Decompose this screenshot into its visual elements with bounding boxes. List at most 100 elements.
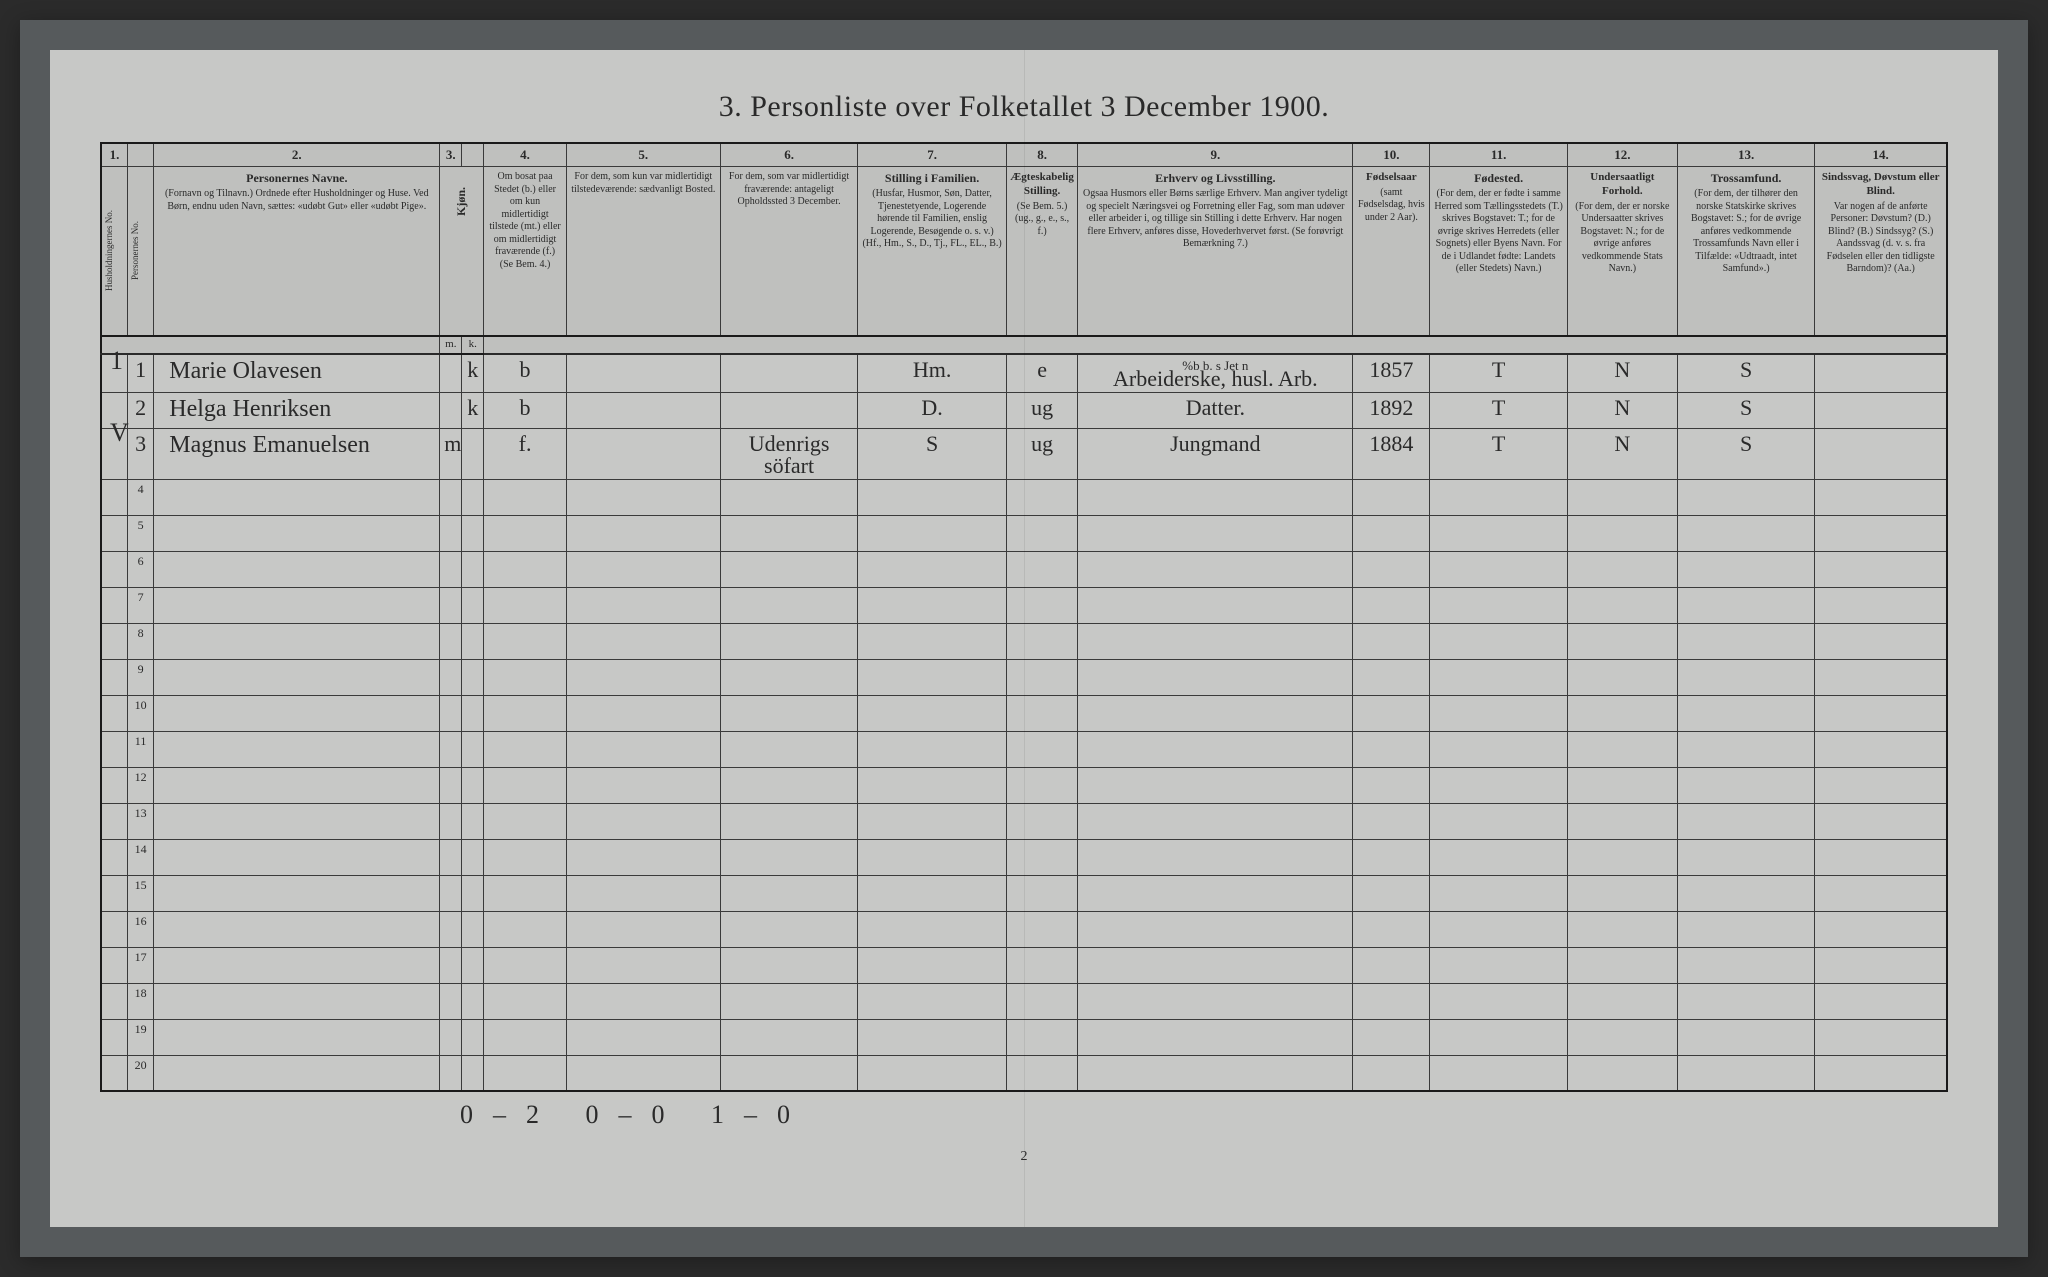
- cell-empty: [1430, 875, 1568, 911]
- cell-empty: 14: [127, 839, 153, 875]
- cell-empty: [1353, 1019, 1430, 1055]
- cell-empty: [1815, 1019, 1947, 1055]
- cell-empty: [1815, 623, 1947, 659]
- cell-empty: [1567, 983, 1677, 1019]
- cell-c12: N: [1567, 428, 1677, 479]
- header-c14: Sindssvag, Døvstum eller Blind. Var noge…: [1815, 167, 1947, 337]
- cell-empty: [1006, 875, 1078, 911]
- cell-empty: [1078, 839, 1353, 875]
- page-number: 2: [1021, 1149, 1028, 1165]
- cell-empty: [1078, 587, 1353, 623]
- header-c4: Om bosat paa Stedet (b.) eller om kun mi…: [484, 167, 567, 337]
- cell-empty: [1567, 875, 1677, 911]
- cell-empty: [154, 623, 440, 659]
- cell-empty: [101, 479, 127, 515]
- header-c5: For dem, som kun var midlertidigt tilste…: [566, 167, 720, 337]
- cell-empty: [1815, 731, 1947, 767]
- cell-empty: [858, 731, 1007, 767]
- cell-empty: 16: [127, 911, 153, 947]
- cell-c8: ug: [1006, 392, 1078, 428]
- col-num: 1.: [101, 143, 127, 167]
- cell-empty: 5: [127, 515, 153, 551]
- cell-empty: [1006, 515, 1078, 551]
- cell-empty: [101, 839, 127, 875]
- cell-empty: [101, 1055, 127, 1091]
- cell-empty: [1677, 695, 1815, 731]
- cell-empty: [1430, 1019, 1568, 1055]
- cell-empty: [484, 659, 567, 695]
- cell-empty: 7: [127, 587, 153, 623]
- cell-empty: [858, 767, 1007, 803]
- cell-empty: [1677, 983, 1815, 1019]
- cell-c14: [1815, 428, 1947, 479]
- cell-c5: [566, 392, 720, 428]
- cell-empty: [1567, 623, 1677, 659]
- cell-empty: [462, 911, 484, 947]
- cell-c9: %b b. s Jet nArbeiderske, husl. Arb.: [1078, 354, 1353, 393]
- cell-empty: [720, 947, 858, 983]
- cell-empty: [720, 911, 858, 947]
- cell-empty: [154, 479, 440, 515]
- cell-m: [440, 392, 462, 428]
- cell-empty: [1677, 731, 1815, 767]
- header-c12: Undersaatligt Forhold. (For dem, der er …: [1567, 167, 1677, 337]
- cell-empty: [720, 623, 858, 659]
- cell-empty: [101, 803, 127, 839]
- col-num: 14.: [1815, 143, 1947, 167]
- cell-name: Helga Henriksen: [154, 392, 440, 428]
- cell-empty: [1078, 1019, 1353, 1055]
- cell-empty: [858, 875, 1007, 911]
- cell-empty: [154, 947, 440, 983]
- cell-empty: [1353, 911, 1430, 947]
- cell-empty: [484, 515, 567, 551]
- cell-empty: [1430, 983, 1568, 1019]
- col-num: 3.: [440, 143, 462, 167]
- cell-empty: [462, 695, 484, 731]
- cell-c11: T: [1430, 354, 1568, 393]
- cell-empty: [1006, 623, 1078, 659]
- cell-empty: [440, 659, 462, 695]
- cell-empty: [462, 1019, 484, 1055]
- cell-empty: [1353, 515, 1430, 551]
- cell-empty: [566, 1019, 720, 1055]
- cell-empty: [1353, 659, 1430, 695]
- cell-empty: [566, 623, 720, 659]
- cell-k: k: [462, 392, 484, 428]
- cell-empty: [484, 839, 567, 875]
- cell-empty: [462, 767, 484, 803]
- cell-empty: [720, 731, 858, 767]
- cell-empty: [462, 587, 484, 623]
- cell-empty: [1430, 623, 1568, 659]
- cell-empty: [858, 515, 1007, 551]
- cell-k: [462, 428, 484, 479]
- cell-c4: b: [484, 354, 567, 393]
- cell-c4: b: [484, 392, 567, 428]
- cell-empty: 9: [127, 659, 153, 695]
- col-num: 6.: [720, 143, 858, 167]
- cell-empty: [1677, 767, 1815, 803]
- cell-empty: [1815, 551, 1947, 587]
- cell-empty: [1567, 515, 1677, 551]
- cell-k: k: [462, 354, 484, 393]
- cell-empty: 17: [127, 947, 153, 983]
- cell-empty: [1567, 731, 1677, 767]
- cell-empty: [1815, 587, 1947, 623]
- cell-c12: N: [1567, 354, 1677, 393]
- cell-c12: N: [1567, 392, 1677, 428]
- cell-empty: [1677, 551, 1815, 587]
- cell-empty: [1078, 947, 1353, 983]
- cell-empty: [1567, 659, 1677, 695]
- cell-empty: [858, 839, 1007, 875]
- cell-pn: 3: [127, 428, 153, 479]
- cell-empty: [1815, 659, 1947, 695]
- cell-empty: [1567, 695, 1677, 731]
- col-num: [462, 143, 484, 167]
- cell-empty: [1006, 983, 1078, 1019]
- cell-c10: 1857: [1353, 354, 1430, 393]
- cell-empty: [1078, 875, 1353, 911]
- col-num: 4.: [484, 143, 567, 167]
- cell-c6: Udenrigs söfart: [720, 428, 858, 479]
- cell-empty: [1815, 695, 1947, 731]
- cell-c11: T: [1430, 428, 1568, 479]
- cell-empty: [101, 731, 127, 767]
